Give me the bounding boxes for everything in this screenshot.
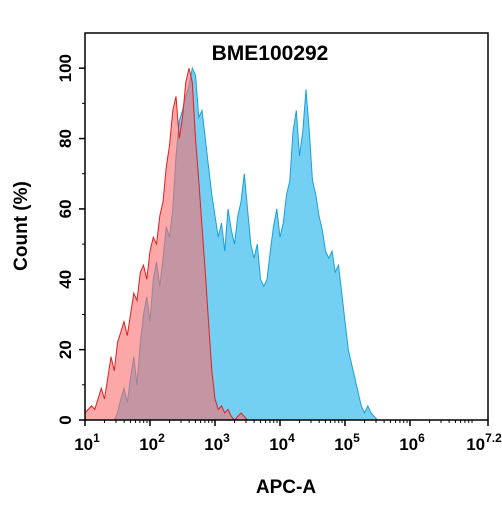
x-axis-label: APC-A [256,477,316,498]
y-tick-label-3: 60 [56,199,75,218]
x-tick-label-6: 107.2 [466,431,502,454]
x-tick-label-5: 106 [399,431,425,454]
plot-frame [84,32,489,421]
x-tick-label-3: 104 [269,431,295,454]
x-tick-label-0: 101 [74,431,100,454]
y-tick-label-2: 40 [56,270,75,289]
x-tick-label-4: 105 [334,431,360,454]
chart-title: BME100292 [212,42,329,65]
y-tick-label-1: 20 [56,340,75,359]
y-tick-label-5: 100 [56,54,75,82]
x-tick-label-1: 102 [139,431,165,454]
x-axis: 101 102 103 104 105 106 107.2 [74,420,502,454]
x-tick-label-2: 103 [204,431,230,454]
y-tick-label-4: 80 [56,129,75,148]
y-tick-label-0: 0 [56,415,75,424]
y-axis-label: Count (%) [11,181,32,271]
series-1-area [84,68,249,421]
y-axis: 0 20 40 60 80 100 [56,54,85,425]
series-layer [84,66,379,421]
